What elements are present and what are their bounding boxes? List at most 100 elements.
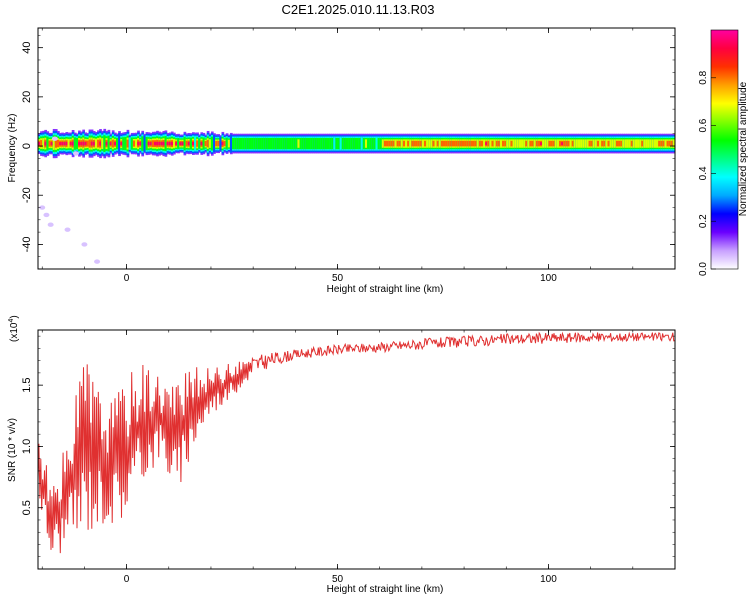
spectrogram-cell bbox=[324, 137, 328, 150]
spectrogram-cell bbox=[168, 141, 172, 146]
spectrogram-cell bbox=[172, 138, 176, 149]
spectrogram-cell bbox=[320, 137, 324, 150]
spectrogram-cell bbox=[546, 139, 550, 148]
spectrogram-cell bbox=[295, 137, 299, 150]
spectrogram-cell bbox=[459, 140, 463, 147]
spectrogram-cell bbox=[156, 141, 159, 146]
spectrogram-panel: 0 50 100 -40 -20 0 20 40 Height of straight lin… bbox=[7, 27, 676, 295]
spectrogram-cell bbox=[371, 137, 374, 150]
spectrogram-cell bbox=[329, 137, 332, 150]
spectrogram-cell bbox=[563, 140, 566, 147]
spectrogram-cell bbox=[428, 139, 431, 148]
spectrogram-cell bbox=[445, 140, 448, 147]
spectrogram-cell bbox=[297, 139, 301, 148]
spectrogram-cell bbox=[164, 136, 168, 152]
spectrogram-cell bbox=[257, 137, 261, 150]
spectrogram-cell bbox=[166, 142, 170, 146]
spectrogram-cell bbox=[407, 140, 410, 147]
spectrogram-cell bbox=[299, 137, 303, 150]
spectrogram-cell bbox=[580, 139, 583, 148]
spectrogram-cell bbox=[487, 140, 490, 147]
spectrogram-cell bbox=[280, 137, 284, 150]
spectrogram-cell bbox=[322, 137, 326, 150]
spectrogram-point bbox=[64, 227, 71, 232]
spectrogram-cell bbox=[305, 137, 309, 150]
spectrogram-cell bbox=[599, 139, 602, 148]
snr-y-multiplier: (x104) bbox=[8, 315, 20, 342]
colorbar-tick-label: 0.0 bbox=[698, 262, 709, 276]
snr-series-line bbox=[38, 331, 675, 554]
spectrogram-cell bbox=[40, 140, 43, 148]
spectrogram-cell bbox=[386, 140, 389, 147]
spectrogram-cell bbox=[571, 140, 575, 147]
spectrogram-cell bbox=[567, 140, 571, 147]
spectrogram-cell bbox=[423, 140, 427, 147]
spectrogram-cell bbox=[491, 140, 495, 147]
spectrogram-cell bbox=[158, 141, 161, 146]
spectrogram-cell bbox=[90, 141, 94, 146]
spectrogram-cell bbox=[601, 140, 604, 147]
spectrogram-cell bbox=[246, 137, 250, 150]
spectrogram-cell bbox=[160, 141, 164, 146]
spectrogram-cell bbox=[73, 137, 77, 150]
spectrogram-cell bbox=[400, 139, 404, 148]
spectrogram-cell bbox=[556, 139, 560, 148]
spectrogram-cell bbox=[356, 137, 360, 150]
spectrogram-y-tick-label: 0 bbox=[21, 143, 33, 149]
spectrogram-cell bbox=[276, 137, 280, 150]
spectrogram-cell bbox=[316, 137, 320, 150]
snr-ticks: 0 50 100 0.5 1.0 1.5 bbox=[21, 330, 676, 585]
spectrogram-cell bbox=[529, 140, 533, 147]
spectrogram-cell bbox=[122, 137, 126, 150]
spectrogram-cell bbox=[145, 137, 149, 151]
spectrogram-y-tick-label: 40 bbox=[21, 42, 33, 54]
spectrogram-cell bbox=[94, 138, 98, 149]
spectrogram-point bbox=[51, 136, 58, 141]
spectrogram-cell bbox=[453, 140, 457, 147]
colorbar-tick-label: 0.2 bbox=[698, 214, 709, 228]
spectrogram-cell bbox=[331, 137, 334, 150]
spectrogram-cell bbox=[261, 137, 265, 150]
spectrogram-cell bbox=[634, 139, 638, 148]
spectrogram-cell bbox=[143, 135, 147, 152]
spectrogram-cell bbox=[333, 136, 337, 151]
spectrogram-cell bbox=[208, 139, 212, 148]
snr-y-tick-label: 1.0 bbox=[21, 439, 33, 454]
spectrogram-cell bbox=[215, 140, 218, 147]
spectrogram-cell bbox=[293, 137, 296, 150]
spectrogram-cell bbox=[396, 140, 400, 147]
spectrogram-cell bbox=[656, 139, 659, 148]
spectrogram-cell bbox=[624, 139, 628, 148]
spectrogram-cell bbox=[253, 137, 256, 150]
spectrogram-cell bbox=[561, 142, 564, 146]
spectrogram-cell bbox=[637, 139, 640, 148]
spectrogram-cell bbox=[63, 142, 67, 146]
spectrogram-cell bbox=[630, 140, 634, 147]
spectrogram-cell bbox=[255, 137, 258, 150]
spectrogram-cell bbox=[527, 139, 531, 148]
spectrogram-cell bbox=[137, 141, 140, 146]
spectrogram-cell bbox=[52, 137, 56, 150]
spectrogram-cell bbox=[177, 138, 180, 150]
spectrogram-cell bbox=[198, 138, 202, 149]
spectrogram-cell bbox=[270, 137, 273, 150]
spectrogram-cell bbox=[307, 137, 311, 150]
spectrogram-cell bbox=[196, 140, 199, 147]
spectrogram-cell bbox=[402, 140, 406, 147]
spectrogram-cell bbox=[274, 137, 277, 150]
spectrogram-cell bbox=[358, 137, 362, 150]
spectrogram-cell bbox=[512, 139, 516, 148]
spectrogram-cell bbox=[411, 140, 415, 147]
spectrogram-cell bbox=[84, 141, 88, 146]
spectrogram-cell bbox=[109, 142, 113, 146]
colorbar-ticks: 0.0 0.2 0.4 0.6 0.8 bbox=[698, 70, 716, 276]
spectrogram-cell bbox=[613, 139, 617, 148]
spectrogram-cell bbox=[38, 142, 41, 146]
spectrogram-cell bbox=[210, 136, 214, 151]
spectrogram-cell bbox=[236, 137, 239, 150]
spectrogram-cell bbox=[504, 140, 507, 147]
spectrogram-cell bbox=[523, 139, 526, 148]
spectrogram-cell bbox=[126, 139, 130, 148]
spectrogram-cell bbox=[44, 141, 48, 146]
spectrogram-cell bbox=[510, 140, 514, 147]
